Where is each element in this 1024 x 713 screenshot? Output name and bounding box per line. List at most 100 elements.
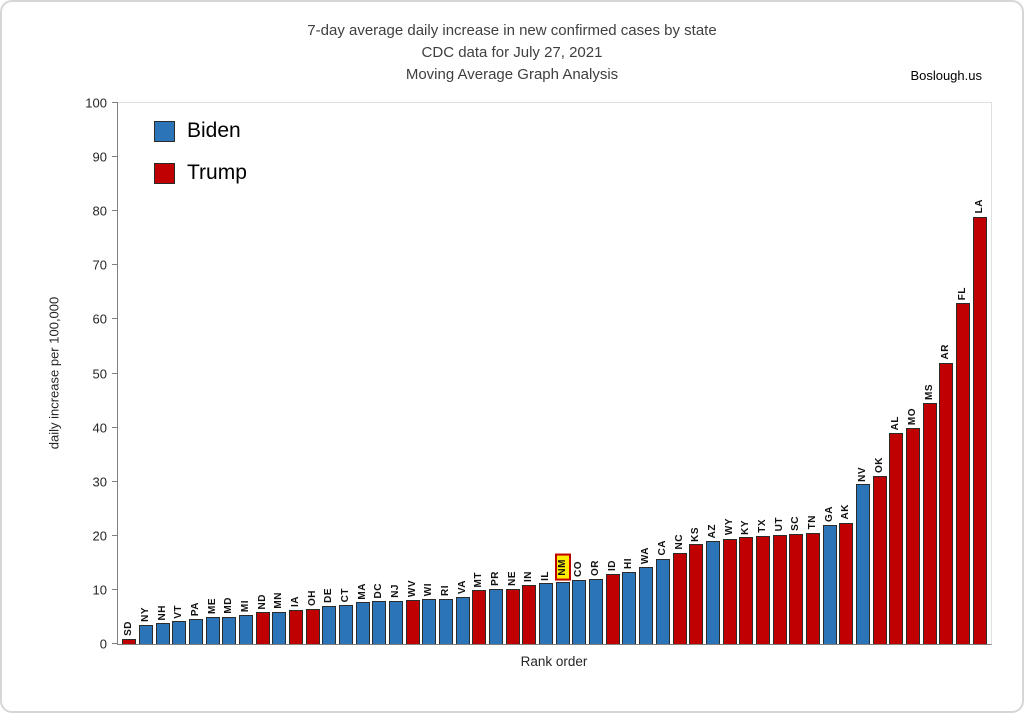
bar-label-ut: UT — [773, 517, 785, 532]
bar-me — [205, 616, 220, 644]
bar-slot-fl: FL — [955, 103, 972, 644]
bar-label-or: OR — [590, 560, 602, 577]
bar-slot-mi: MI — [238, 103, 255, 644]
bar-label-hi: HI — [623, 557, 635, 569]
bar-slot-sd: SD — [121, 103, 138, 644]
bar-de — [322, 606, 337, 644]
bar-slot-tx: TX — [755, 103, 772, 644]
bar-label-tn: TN — [806, 515, 818, 530]
bar-ma — [355, 602, 370, 644]
y-tick-label-0: 0 — [99, 636, 107, 652]
bar-label-az: AZ — [706, 523, 718, 539]
bar-label-ar: AR — [940, 344, 952, 360]
bar-label-mi: MI — [240, 600, 252, 613]
bar-label-ct: CT — [340, 587, 352, 603]
bar-mo — [905, 427, 920, 644]
bar-label-pr: PR — [490, 571, 502, 587]
bar-slot-al: AL — [888, 103, 905, 644]
bar-md — [222, 616, 237, 644]
bar-oh — [305, 608, 320, 644]
bar-slot-mt: MT — [471, 103, 488, 644]
y-tick-label-20: 20 — [92, 528, 107, 544]
legend-label-biden: Biden — [187, 119, 241, 142]
bar-slot-co: CO — [571, 103, 588, 644]
bar-slot-de: DE — [321, 103, 338, 644]
bar-wa — [639, 567, 654, 644]
y-tick-label-60: 60 — [92, 311, 107, 327]
bar-label-va: VA — [456, 580, 468, 595]
bar-co — [572, 580, 587, 644]
bar-mt — [472, 590, 487, 644]
bar-slot-dc: DC — [371, 103, 388, 644]
bar-slot-nh: NH — [154, 103, 171, 644]
bar-label-wa: WA — [640, 547, 652, 565]
bar-slot-ri: RI — [438, 103, 455, 644]
bar-tx — [755, 535, 770, 644]
bar-slot-md: MD — [221, 103, 238, 644]
y-tick-label-100: 100 — [85, 95, 107, 111]
bar-ky — [739, 537, 754, 644]
bar-label-il: IL — [540, 570, 552, 581]
bar-label-ca: CA — [656, 540, 668, 556]
bar-label-ms: MS — [923, 384, 935, 401]
legend-item-biden: Biden — [154, 119, 247, 143]
bar-label-mt: MT — [473, 572, 485, 588]
bar-slot-nj: NJ — [388, 103, 405, 644]
bar-slot-pa: PA — [188, 103, 205, 644]
bar-slot-tn: TN — [805, 103, 822, 644]
bar-slot-me: ME — [204, 103, 221, 644]
bar-slot-pr: PR — [488, 103, 505, 644]
bar-slot-la: LA — [971, 103, 988, 644]
bar-slot-wy: WY — [721, 103, 738, 644]
bar-label-vt: VT — [173, 604, 185, 619]
bar-label-ks: KS — [690, 526, 702, 542]
bar-or — [589, 579, 604, 644]
bar-label-de: DE — [323, 588, 335, 604]
bars: SD NY NH VT PA ME MD MI ND MN IA OH DE CT MA DC NJ WV WI RI… — [118, 103, 991, 644]
bar-label-ky: KY — [740, 519, 752, 535]
bar-label-mo: MO — [906, 407, 918, 425]
legend-label-trump: Trump — [187, 161, 247, 184]
bar-id — [605, 573, 620, 644]
bar-wv — [405, 600, 420, 644]
bar-slot-ak: AK — [838, 103, 855, 644]
bar-slot-ct: CT — [338, 103, 355, 644]
bar-label-in: IN — [523, 570, 535, 582]
y-tick-label-50: 50 — [92, 366, 107, 381]
bar-wy — [722, 538, 737, 644]
watermark: Boslough.us — [910, 68, 982, 83]
chart-title-block: 7-day average daily increase in new conf… — [2, 20, 1022, 86]
bar-sd — [122, 638, 137, 644]
bar-slot-wi: WI — [421, 103, 438, 644]
bar-label-ia: IA — [290, 595, 302, 607]
bar-label-ga: GA — [823, 505, 835, 522]
bar-label-co: CO — [573, 561, 585, 578]
bar-label-la: LA — [973, 199, 985, 214]
bar-nh — [155, 623, 170, 644]
y-tick-label-80: 80 — [92, 203, 107, 219]
bar-label-ok: OK — [873, 457, 885, 474]
bar-slot-ga: GA — [821, 103, 838, 644]
bar-label-md: MD — [223, 597, 235, 614]
bar-slot-nd: ND — [254, 103, 271, 644]
bar-hi — [622, 571, 637, 644]
bar-slot-mo: MO — [905, 103, 922, 644]
bar-label-ak: AK — [840, 504, 852, 520]
bar-slot-il: IL — [538, 103, 555, 644]
bar-nv — [855, 484, 870, 644]
bar-slot-ok: OK — [871, 103, 888, 644]
bar-slot-ky: KY — [738, 103, 755, 644]
bar-slot-id: ID — [604, 103, 621, 644]
bar-label-ri: RI — [440, 584, 452, 596]
bar-ne — [505, 588, 520, 644]
bar-slot-or: OR — [588, 103, 605, 644]
bar-slot-ks: KS — [688, 103, 705, 644]
bar-slot-nm: NM — [554, 103, 571, 644]
bar-vt — [172, 621, 187, 644]
y-tick-label-30: 30 — [92, 474, 107, 490]
bar-il — [539, 583, 554, 644]
bar-slot-ma: MA — [354, 103, 371, 644]
bar-label-nd: ND — [256, 593, 268, 610]
bar-label-wv: WV — [406, 580, 418, 598]
bar-slot-ar: AR — [938, 103, 955, 644]
